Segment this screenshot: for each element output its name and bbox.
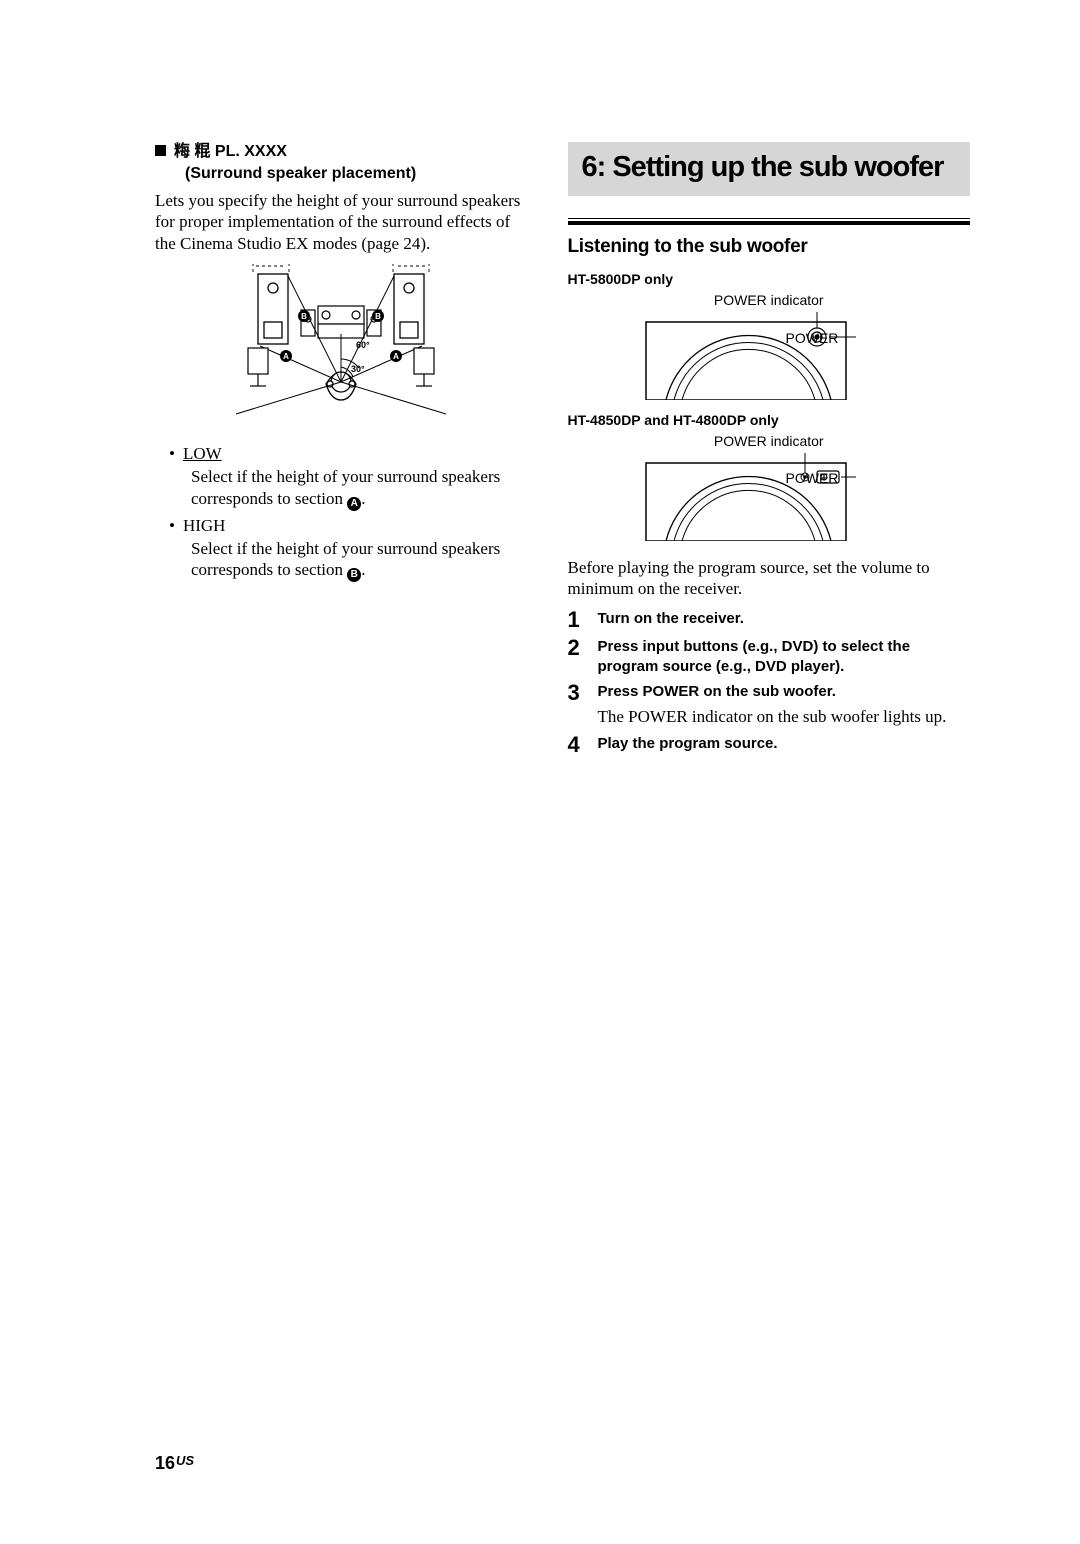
heading-code: PL. XXXX: [215, 143, 287, 160]
option-low: • LOW: [169, 443, 528, 464]
bullet-dot-icon: •: [169, 443, 175, 464]
svg-text:B: B: [301, 312, 307, 321]
option-low-desc: Select if the height of your surround sp…: [191, 466, 528, 510]
bullet-dot-icon: •: [169, 515, 175, 536]
badge-a-icon: A: [347, 497, 361, 511]
svg-text:A: A: [283, 352, 289, 361]
svg-text:30°: 30°: [351, 364, 365, 374]
subwoofer-diagram-1: POWER: [568, 312, 971, 400]
option-low-label: LOW: [183, 443, 222, 464]
step-3-extra: The POWER indicator on the sub woofer li…: [598, 706, 971, 728]
section-title: 6: Setting up the sub woofer: [582, 152, 957, 184]
power-indicator-label-2: POWER indicator: [568, 433, 971, 451]
page-number: 16US: [155, 1452, 194, 1475]
option-high-desc: Select if the height of your surround sp…: [191, 538, 528, 582]
option-high-label: HIGH: [183, 515, 226, 536]
heading-glyphs: 䊈 䊐: [174, 143, 210, 160]
heading-square-icon: [155, 145, 166, 156]
model1-heading: HT-5800DP only: [568, 271, 971, 289]
right-intro: Before playing the program source, set t…: [568, 557, 971, 600]
left-intro: Lets you specify the height of your surr…: [155, 190, 528, 254]
badge-b-icon: B: [347, 568, 361, 582]
step-list: 1 Turn on the receiver. 2 Press input bu…: [568, 609, 971, 756]
step-2: 2 Press input buttons (e.g., DVD) to sel…: [568, 637, 971, 676]
speaker-placement-svg: A A B B 60° 30°: [226, 264, 456, 424]
option-high: • HIGH: [169, 515, 528, 536]
power-label-1: POWER: [786, 330, 839, 348]
divider-thin: [568, 218, 971, 219]
left-column: 䊈 䊐 PL. XXXX (Surround speaker placement…: [155, 142, 528, 758]
option-list: • LOW Select if the height of your surro…: [169, 443, 528, 582]
right-column: 6: Setting up the sub woofer Listening t…: [568, 142, 971, 758]
subsection-heading: Listening to the sub woofer: [568, 235, 971, 259]
model2-heading: HT-4850DP and HT-4800DP only: [568, 412, 971, 430]
power-indicator-label-1: POWER indicator: [568, 292, 971, 310]
step-1: 1 Turn on the receiver.: [568, 609, 971, 631]
step-4: 4 Play the program source.: [568, 734, 971, 756]
section-title-box: 6: Setting up the sub woofer: [568, 142, 971, 196]
step-3: 3 Press POWER on the sub woofer.: [568, 682, 971, 704]
subwoofer-diagram-2: POWER: [568, 453, 971, 541]
svg-text:60°: 60°: [356, 340, 370, 350]
svg-text:A: A: [393, 352, 399, 361]
heading-subtitle: (Surround speaker placement): [185, 164, 528, 184]
svg-text:B: B: [375, 312, 381, 321]
section-heading: 䊈 䊐 PL. XXXX: [155, 142, 528, 162]
speaker-placement-diagram: A A B B 60° 30°: [155, 264, 528, 429]
divider-thick: [568, 221, 971, 225]
power-label-2: POWER: [786, 470, 839, 488]
